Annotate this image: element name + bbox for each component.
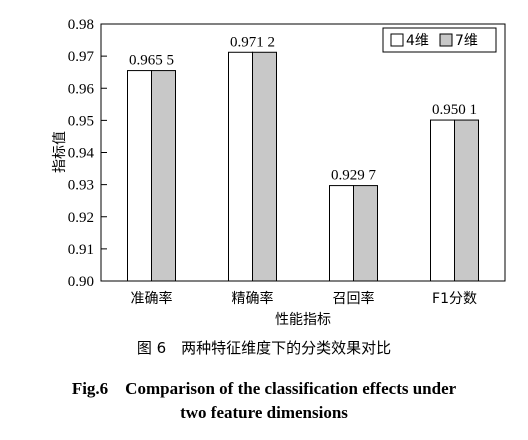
data-label: 0.929 7 xyxy=(331,168,377,184)
legend-swatch-7d xyxy=(439,33,453,47)
y-tick-label: 0.91 xyxy=(68,242,94,258)
bar-7d xyxy=(454,119,479,282)
figure-caption-chinese: 图 6 两种特征维度下的分类效果对比 xyxy=(136,339,392,357)
x-tick-label: 精确率 xyxy=(232,290,274,307)
y-tick-label: 0.95 xyxy=(68,113,94,129)
bar-4d xyxy=(228,51,253,282)
y-tick-label: 0.96 xyxy=(68,81,95,97)
data-label: 0.950 1 xyxy=(432,102,477,118)
bar-7d xyxy=(353,185,378,282)
x-tick-label: 准确率 xyxy=(131,290,173,307)
y-tick-label: 0.98 xyxy=(68,17,94,33)
bar-4d xyxy=(430,119,455,282)
y-tick-label: 0.97 xyxy=(68,49,95,65)
legend-label: 4维 xyxy=(406,33,429,49)
x-tick-label: F1分数 xyxy=(432,291,477,307)
legend-label: 7维 xyxy=(455,33,478,49)
x-axis-title: 性能指标 xyxy=(275,312,331,328)
data-label: 0.965 5 xyxy=(129,53,174,69)
figure-caption-english-line-1: Fig.6 Comparison of the classification e… xyxy=(71,379,457,398)
bar-7d xyxy=(252,51,277,282)
data-label: 0.971 2 xyxy=(230,34,275,50)
y-tick-label: 0.93 xyxy=(68,178,94,194)
y-tick-label: 0.90 xyxy=(68,274,94,290)
bar-chart: 0.90 0.91 0.92 0.93 0.94 0.95 0.96 0.97 0.98 0.96… xyxy=(52,17,506,328)
bar-4d xyxy=(329,185,354,282)
figure-caption-english-line-2: two feature dimensions xyxy=(180,403,348,422)
legend-swatch-4d xyxy=(390,33,404,47)
y-tick-label: 0.92 xyxy=(68,210,94,226)
x-tick-label: 召回率 xyxy=(333,290,375,307)
y-tick-label: 0.94 xyxy=(68,146,95,162)
bar-4d xyxy=(127,70,152,282)
bar-7d xyxy=(151,70,176,282)
y-axis-title: 指标值 xyxy=(52,131,68,173)
